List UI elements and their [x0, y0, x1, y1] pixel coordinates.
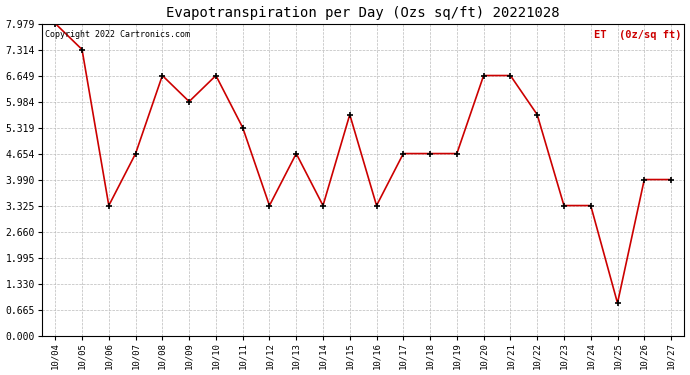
Text: Copyright 2022 Cartronics.com: Copyright 2022 Cartronics.com: [45, 30, 190, 39]
Title: Evapotranspiration per Day (Ozs sq/ft) 20221028: Evapotranspiration per Day (Ozs sq/ft) 2…: [166, 6, 560, 20]
Text: ET  (0z/sq ft): ET (0z/sq ft): [593, 30, 681, 40]
